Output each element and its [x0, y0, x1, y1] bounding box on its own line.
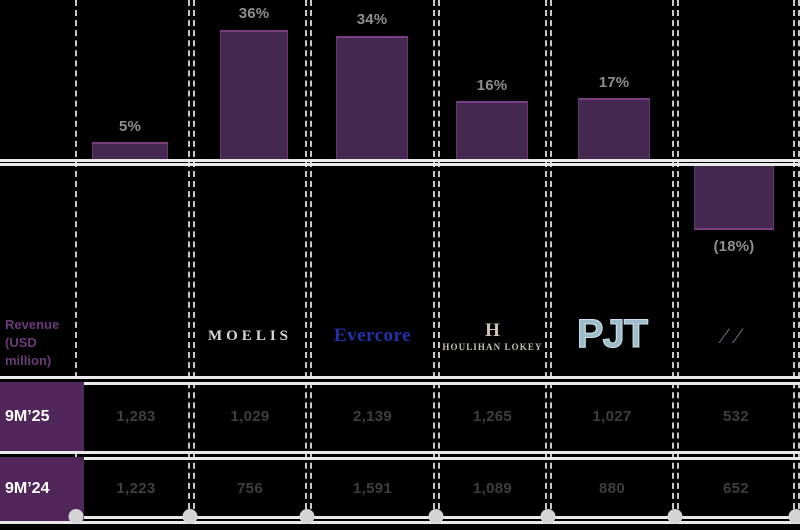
column-separator-2 — [305, 0, 307, 519]
bar-lazard — [92, 142, 168, 159]
logo-cell-perella-weinberg: ∕∕ — [679, 300, 793, 372]
cell-9m24-pjt-partners: 880 — [599, 479, 625, 497]
bar-moelis — [220, 30, 288, 159]
column-handle-3[interactable] — [428, 509, 444, 524]
bar-label-evercore: 34% — [356, 11, 388, 28]
logo-cell-lazard — [84, 300, 188, 372]
table-row: 2,139 — [312, 382, 433, 451]
zero-baseline — [0, 159, 800, 162]
bar-pjt-partners — [578, 98, 650, 159]
table-row: 756 — [195, 457, 305, 519]
column-handle-0[interactable] — [68, 509, 84, 524]
column-separator-1b — [193, 0, 195, 519]
cell-9m24-evercore: 1,591 — [352, 479, 393, 497]
cell-9m24-perella-weinberg: 652 — [723, 479, 749, 497]
evercore-logo: Evercore — [333, 325, 412, 346]
table-row: 1,283 — [84, 382, 188, 451]
column-separator-4 — [545, 0, 547, 519]
table-row: 1,223 — [84, 457, 188, 519]
perella-weinberg-logo: ∕∕ — [722, 323, 750, 348]
table-mid-rule-2 — [0, 457, 800, 460]
column-separator-0 — [75, 0, 77, 519]
revenue-header-text: Revenue (USD million) — [5, 316, 59, 370]
table-mid-rule — [0, 451, 800, 454]
table-top-rule-2 — [0, 382, 800, 385]
column-separator-6 — [793, 0, 795, 519]
table-row: 1,089 — [440, 457, 545, 519]
table-row: 1,591 — [312, 457, 433, 519]
table-row: 1,029 — [195, 382, 305, 451]
table-row: 880 — [552, 457, 672, 519]
bar-houlihan-lokey — [456, 101, 528, 159]
row-label-9m25: 9M’25 — [0, 382, 84, 451]
cell-9m24-moelis: 756 — [237, 479, 263, 497]
bar-label-lazard: 5% — [118, 118, 142, 135]
bar-label-moelis: 36% — [238, 5, 270, 22]
table-bottom-rule-2 — [0, 521, 800, 524]
table-row: 1,265 — [440, 382, 545, 451]
column-handle-6[interactable] — [788, 509, 800, 524]
cell-9m25-lazard: 1,283 — [116, 408, 156, 425]
cell-9m24-houlihan-lokey: 1,089 — [472, 479, 513, 497]
column-separator-4b — [550, 0, 552, 519]
cell-9m25-pjt-partners: 1,027 — [592, 408, 632, 425]
column-separator-3b — [438, 0, 440, 519]
column-separator-5 — [672, 0, 674, 519]
pjt-partners-logo: PJT — [576, 312, 648, 356]
cell-9m25-perella-weinberg: 532 — [723, 408, 749, 425]
zero-baseline-2 — [0, 163, 800, 166]
houlihan-monogram-icon: H — [485, 319, 500, 341]
table-row: 652 — [679, 457, 793, 519]
cell-9m25-moelis: 1,029 — [230, 408, 270, 425]
cell-9m25-houlihan-lokey: 1,265 — [472, 408, 513, 425]
table-top-rule — [0, 376, 800, 379]
row-label-9m25-text: 9M’25 — [5, 407, 50, 425]
logo-cell-houlihan-lokey: H HOULIHAN LOKEY — [440, 300, 545, 372]
bar-label-houlihan-lokey: 16% — [476, 77, 508, 94]
column-separator-1 — [188, 0, 190, 519]
bar-evercore — [336, 36, 408, 159]
revenue-header-line2: (USD — [5, 335, 37, 350]
bar-label-perella-weinberg: (18%) — [713, 238, 755, 255]
bar-perella-weinberg — [694, 164, 774, 230]
table-row: 532 — [679, 382, 793, 451]
bar-label-pjt-partners: 17% — [598, 74, 630, 91]
moelis-logo: MOELIS — [207, 327, 292, 344]
logo-cell-moelis: MOELIS — [195, 300, 305, 372]
column-handle-4[interactable] — [540, 509, 556, 524]
column-handle-2[interactable] — [299, 509, 315, 524]
revenue-header-line3: million) — [5, 353, 52, 368]
row-label-9m24-text: 9M’24 — [5, 480, 50, 497]
cell-9m25-evercore: 2,139 — [352, 408, 393, 425]
houlihan-lokey-wordmark: HOULIHAN LOKEY — [442, 341, 543, 352]
table-row: 1,027 — [552, 382, 672, 451]
row-header-revenue: Revenue (USD million) — [0, 310, 84, 376]
cell-9m24-lazard: 1,223 — [116, 479, 156, 497]
column-separator-3 — [433, 0, 435, 519]
table-bottom-rule — [0, 516, 800, 519]
logo-cell-evercore: Evercore — [312, 300, 433, 372]
column-separator-5b — [677, 0, 679, 519]
column-handle-1[interactable] — [182, 509, 198, 524]
revenue-header-line1: Revenue — [5, 317, 60, 332]
houlihan-lokey-logo: H HOULIHAN LOKEY — [442, 321, 542, 352]
column-handle-5[interactable] — [667, 509, 683, 524]
column-separator-6b — [798, 0, 800, 519]
logo-cell-pjt-partners: PJT — [552, 298, 672, 370]
column-separator-2b — [310, 0, 312, 519]
